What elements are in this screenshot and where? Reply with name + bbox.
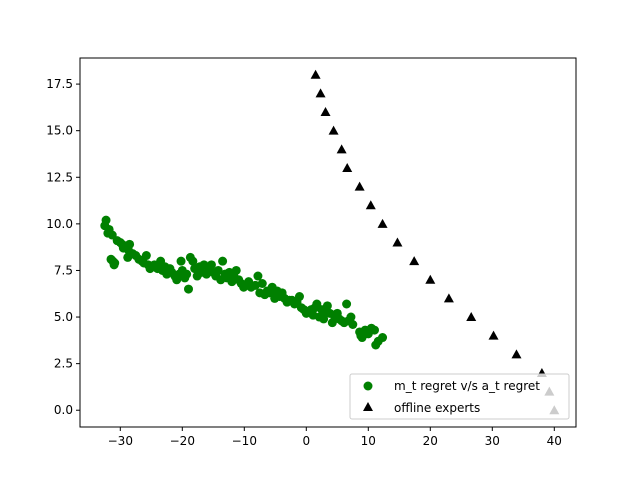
triangle-point-series1-2	[320, 107, 331, 117]
y-tick-label: 0.0	[54, 403, 73, 417]
y-tick-label: 17.5	[46, 77, 73, 91]
legend-marker-green-circle	[363, 381, 373, 391]
scatter-point-series0-109	[346, 312, 356, 322]
scatter-point-series0-55	[218, 256, 228, 266]
scatter-point-series0-36	[176, 256, 186, 266]
triangle-point-series1-1	[315, 88, 326, 98]
x-tick-label: −20	[170, 434, 195, 448]
triangle-point-series1-11	[425, 274, 436, 284]
triangle-point-series1-0	[310, 69, 321, 79]
scatter-point-series0-40	[184, 284, 193, 294]
triangle-point-series1-8	[377, 218, 388, 228]
scatter-point-series0-14	[125, 239, 135, 249]
scatter-point-series0-99	[322, 301, 332, 311]
scatter-point-series0-69	[253, 271, 263, 281]
plot-area	[100, 69, 560, 415]
triangle-point-series1-10	[409, 256, 420, 266]
scatter-point-series0-118	[378, 333, 388, 343]
y-tick-label: 7.5	[54, 263, 73, 277]
scatter-point-series0-86	[294, 292, 304, 302]
y-tick-label: 12.5	[46, 170, 73, 184]
y-tick-label: 10.0	[46, 217, 73, 231]
x-tick-label: −30	[108, 434, 133, 448]
legend-label-series-1: offline experts	[394, 401, 480, 415]
scatter-point-series0-39	[182, 269, 192, 279]
scatter-point-series0-53	[213, 265, 223, 275]
x-tick-label: 40	[547, 434, 562, 448]
x-tick-label: 10	[361, 434, 376, 448]
scatter-point-series0-50	[206, 260, 216, 270]
scatter-point-series0-97	[319, 314, 329, 324]
x-tick-label: −10	[232, 434, 257, 448]
legend-box	[349, 373, 570, 420]
legend: m_t regret v/s a_t regret offline expert…	[349, 373, 570, 420]
x-tick-label: 20	[423, 434, 438, 448]
triangle-point-series1-12	[443, 293, 454, 303]
scatter-point-series0-16	[123, 252, 133, 262]
triangle-point-series1-7	[365, 200, 376, 210]
y-tick-label: 5.0	[54, 310, 73, 324]
scatter-point-series0-42	[188, 256, 198, 266]
triangle-point-series1-6	[354, 181, 365, 191]
y-tick-label: 15.0	[46, 124, 73, 138]
x-tick-label: 0	[302, 434, 310, 448]
axes-frame	[79, 57, 577, 428]
legend-label-series-0: m_t regret v/s a_t regret	[394, 379, 540, 393]
scatter-point-series0-120	[356, 331, 366, 341]
scatter-point-series0-107	[342, 299, 352, 309]
triangle-point-series1-14	[488, 330, 499, 340]
scatter-point-series0-68	[250, 280, 260, 290]
triangle-point-series1-5	[342, 162, 353, 172]
y-axis: 0.0 2.5 5.0 7.5 10.0 12.5 15.0 17.5	[46, 77, 80, 417]
scatter-point-series0-8	[109, 260, 119, 270]
triangle-point-series1-15	[511, 349, 522, 359]
x-axis: −30 −20 −10 0 10 20 30 40	[108, 427, 562, 448]
triangle-point-series1-9	[392, 237, 403, 247]
scatter-point-series0-71	[257, 279, 267, 288]
scatter-point-series0-119	[370, 325, 379, 335]
scatter-point-series0-61	[231, 265, 241, 275]
y-tick-label: 2.5	[54, 357, 73, 371]
triangle-point-series1-4	[336, 144, 347, 154]
legend-marker-black-triangle	[363, 402, 373, 411]
scatter-point-series0-110	[348, 320, 358, 329]
scatter-point-series0-21	[141, 251, 151, 261]
triangle-point-series1-13	[466, 312, 477, 322]
triangle-point-series1-3	[328, 125, 339, 135]
x-tick-label: 30	[485, 434, 500, 448]
